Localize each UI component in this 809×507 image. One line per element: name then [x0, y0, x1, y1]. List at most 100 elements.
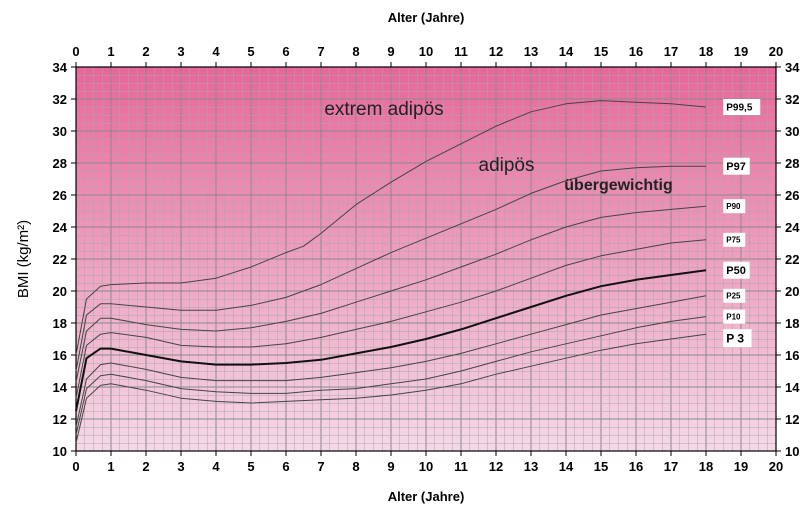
percentile-label: P25 — [726, 292, 741, 301]
y-axis-title: BMI (kg/m²) — [15, 220, 32, 298]
y-tick-label-right: 10 — [785, 444, 799, 459]
percentile-label-box — [723, 157, 750, 175]
percentile-curve-p995 — [75, 100, 707, 356]
y-tick-label-left: 20 — [53, 284, 67, 299]
x-tick-label-bottom: 3 — [177, 459, 184, 474]
x-tick-label-top: 5 — [247, 44, 254, 59]
x-tick-label-top: 6 — [282, 44, 289, 59]
x-tick-label-top: 10 — [419, 44, 433, 59]
x-tick-label-bottom: 15 — [594, 459, 608, 474]
y-tick-label-right: 28 — [785, 156, 799, 171]
x-tick-label-top: 16 — [629, 44, 643, 59]
y-tick-label-left: 18 — [53, 316, 67, 331]
x-tick-label-top: 9 — [387, 44, 394, 59]
x-tick-label-top: 0 — [72, 44, 79, 59]
x-tick-label-top: 15 — [594, 44, 608, 59]
x-tick-label-top: 13 — [524, 44, 538, 59]
percentile-label: P75 — [726, 236, 741, 245]
x-tick-label-bottom: 19 — [734, 459, 748, 474]
x-tick-label-bottom: 2 — [142, 459, 149, 474]
percentile-label-box — [723, 99, 761, 115]
x-tick-label-top: 4 — [212, 44, 220, 59]
x-tick-label-bottom: 8 — [352, 459, 359, 474]
percentile-curve-p10 — [75, 316, 707, 436]
y-tick-label-right: 32 — [785, 92, 799, 107]
y-tick-label-right: 18 — [785, 316, 799, 331]
percentile-curve-p50 — [75, 269, 707, 412]
percentile-label-box — [723, 232, 746, 247]
x-axis-title-bottom: Alter (Jahre) — [388, 489, 465, 504]
y-tick-label-right: 34 — [785, 60, 800, 75]
x-tick-label-bottom: 0 — [72, 459, 79, 474]
percentile-label-box — [723, 309, 746, 324]
percentile-curve-p25 — [75, 295, 707, 428]
x-tick-label-top: 20 — [769, 44, 783, 59]
y-tick-label-left: 34 — [53, 60, 68, 75]
x-axis-title-top: Alter (Jahre) — [388, 10, 465, 25]
percentile-curve-p3 — [75, 333, 707, 444]
y-tick-label-left: 30 — [53, 124, 67, 139]
y-tick-label-left: 26 — [53, 188, 67, 203]
percentile-label: P99,5 — [726, 103, 753, 114]
x-tick-label-bottom: 14 — [559, 459, 574, 474]
percentile-curve-p75 — [75, 239, 707, 399]
x-tick-label-bottom: 1 — [107, 459, 114, 474]
x-tick-label-bottom: 18 — [699, 459, 713, 474]
y-tick-label-right: 26 — [785, 188, 799, 203]
percentile-curve-p90 — [75, 205, 707, 383]
x-tick-label-top: 14 — [559, 44, 574, 59]
x-tick-label-bottom: 9 — [387, 459, 394, 474]
zone-label: extrem adipös — [324, 99, 443, 120]
x-tick-label-bottom: 16 — [629, 459, 643, 474]
y-tick-label-left: 24 — [53, 220, 68, 235]
zone-label: adipös — [479, 155, 535, 176]
y-tick-label-left: 14 — [53, 380, 68, 395]
x-tick-label-top: 7 — [317, 44, 324, 59]
x-tick-label-bottom: 20 — [769, 459, 783, 474]
y-tick-label-left: 12 — [53, 412, 67, 427]
y-tick-label-right: 30 — [785, 124, 799, 139]
percentile-label: P 3 — [726, 332, 744, 346]
x-tick-label-bottom: 4 — [212, 459, 220, 474]
y-tick-label-left: 10 — [53, 444, 67, 459]
y-tick-label-right: 20 — [785, 284, 799, 299]
x-tick-label-top: 17 — [664, 44, 678, 59]
percentile-label: P90 — [726, 202, 741, 211]
y-tick-label-right: 24 — [785, 220, 800, 235]
y-tick-label-right: 16 — [785, 348, 799, 363]
x-tick-label-top: 18 — [699, 44, 713, 59]
x-tick-label-top: 2 — [142, 44, 149, 59]
y-tick-label-right: 12 — [785, 412, 799, 427]
x-tick-label-bottom: 7 — [317, 459, 324, 474]
y-tick-label-left: 22 — [53, 252, 67, 267]
y-tick-label-left: 32 — [53, 92, 67, 107]
x-tick-label-bottom: 12 — [489, 459, 503, 474]
x-tick-label-top: 8 — [352, 44, 359, 59]
x-tick-label-bottom: 10 — [419, 459, 433, 474]
percentile-label-box — [723, 288, 746, 303]
x-tick-label-bottom: 6 — [282, 459, 289, 474]
percentile-label: P50 — [726, 265, 746, 277]
x-tick-label-bottom: 11 — [454, 459, 468, 474]
x-tick-label-bottom: 17 — [664, 459, 678, 474]
x-tick-label-top: 12 — [489, 44, 503, 59]
y-tick-label-right: 14 — [785, 380, 800, 395]
x-tick-label-top: 1 — [107, 44, 114, 59]
percentile-label-box — [723, 261, 750, 279]
y-tick-label-left: 16 — [53, 348, 67, 363]
y-tick-label-right: 22 — [785, 252, 799, 267]
x-tick-label-top: 19 — [734, 44, 748, 59]
percentile-label: P97 — [726, 161, 746, 173]
x-tick-label-bottom: 13 — [524, 459, 538, 474]
percentile-label: P10 — [726, 312, 741, 321]
y-tick-label-left: 28 — [53, 156, 67, 171]
percentile-label-box — [723, 329, 752, 348]
percentile-curve-p97 — [75, 165, 706, 372]
percentile-label-box — [723, 199, 746, 214]
x-tick-label-top: 3 — [177, 44, 184, 59]
x-tick-label-top: 11 — [454, 44, 468, 59]
x-tick-label-bottom: 5 — [247, 459, 254, 474]
zone-label: übergewichtig — [564, 177, 672, 194]
